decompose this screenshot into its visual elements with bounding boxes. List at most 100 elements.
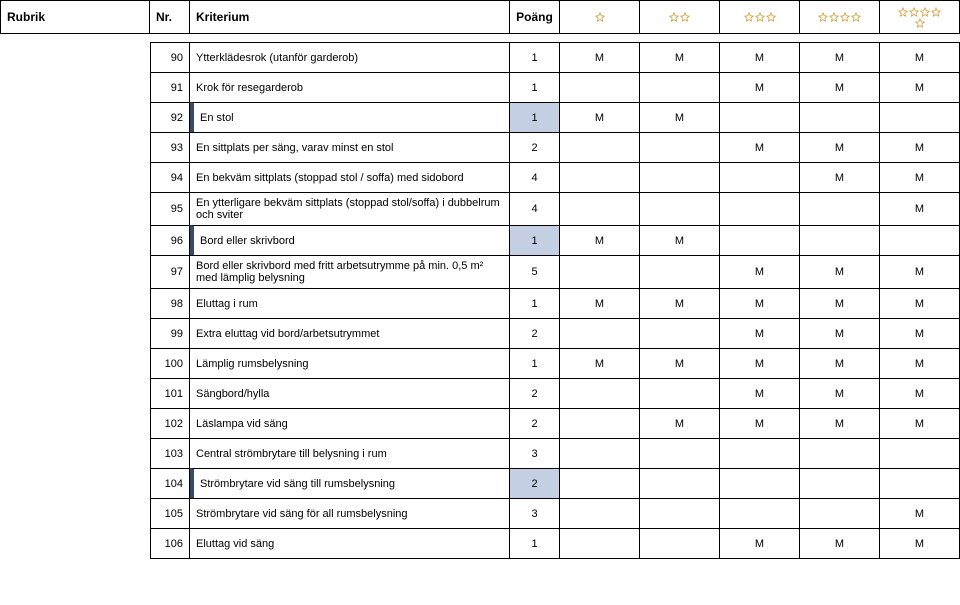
row-cell xyxy=(720,102,800,132)
table-row: 94En bekväm sittplats (stoppad stol / so… xyxy=(150,162,960,192)
row-cell: M xyxy=(560,288,640,318)
row-cell xyxy=(560,378,640,408)
row-cell: M xyxy=(720,42,800,72)
row-kriterium: En bekväm sittplats (stoppad stol / soff… xyxy=(190,162,510,192)
row-cell xyxy=(800,102,880,132)
row-poang: 4 xyxy=(510,162,560,192)
row-cell xyxy=(640,528,720,558)
row-cell: M xyxy=(720,72,800,102)
row-kriterium: Extra eluttag vid bord/arbetsutrymmet xyxy=(190,318,510,348)
row-nr: 95 xyxy=(150,192,190,225)
row-cell: M xyxy=(640,42,720,72)
row-cell xyxy=(800,225,880,255)
header-stars-3 xyxy=(720,1,800,33)
row-poang: 1 xyxy=(510,288,560,318)
row-cell xyxy=(800,438,880,468)
table-row: 96Bord eller skrivbord1MM xyxy=(150,225,960,255)
row-cell xyxy=(640,318,720,348)
row-cell xyxy=(720,162,800,192)
row-nr: 103 xyxy=(150,438,190,468)
row-cell xyxy=(880,225,960,255)
row-kriterium: Sängbord/hylla xyxy=(190,378,510,408)
row-nr: 99 xyxy=(150,318,190,348)
row-cell: M xyxy=(880,528,960,558)
row-cell: M xyxy=(880,408,960,438)
row-cell: M xyxy=(640,225,720,255)
row-cell: M xyxy=(800,72,880,102)
row-cell: M xyxy=(640,288,720,318)
row-kriterium: Läslampa vid säng xyxy=(190,408,510,438)
header-kriterium: Kriterium xyxy=(190,1,510,33)
row-poang: 2 xyxy=(510,408,560,438)
row-kriterium: En stol xyxy=(190,102,510,132)
row-cell: M xyxy=(800,408,880,438)
row-nr: 96 xyxy=(150,225,190,255)
row-cell: M xyxy=(560,225,640,255)
header-stars-5 xyxy=(880,1,960,33)
row-cell: M xyxy=(560,42,640,72)
row-poang: 1 xyxy=(510,72,560,102)
row-cell: M xyxy=(880,378,960,408)
row-cell xyxy=(880,102,960,132)
row-cell: M xyxy=(880,132,960,162)
row-cell: M xyxy=(800,318,880,348)
header-rubrik: Rubrik xyxy=(0,1,150,33)
row-kriterium: Bord eller skrivbord xyxy=(190,225,510,255)
row-cell xyxy=(560,528,640,558)
header-stars-4 xyxy=(800,1,880,33)
row-cell xyxy=(640,72,720,102)
row-poang: 1 xyxy=(510,225,560,255)
row-kriterium: Central strömbrytare till belysning i ru… xyxy=(190,438,510,468)
row-kriterium: En sittplats per säng, varav minst en st… xyxy=(190,132,510,162)
row-kriterium: Krok för resegarderob xyxy=(190,72,510,102)
row-kriterium: Strömbrytare vid säng för all rumsbelysn… xyxy=(190,498,510,528)
row-kriterium: Strömbrytare vid säng till rumsbelysning xyxy=(190,468,510,498)
row-cell: M xyxy=(800,528,880,558)
row-cell xyxy=(560,408,640,438)
row-cell xyxy=(720,438,800,468)
row-cell xyxy=(720,225,800,255)
row-cell xyxy=(640,438,720,468)
header-row: Rubrik Nr. Kriterium Poäng xyxy=(0,0,960,34)
row-poang: 3 xyxy=(510,438,560,468)
table-row: 102Läslampa vid säng2MMMM xyxy=(150,408,960,438)
row-cell xyxy=(800,468,880,498)
row-poang: 1 xyxy=(510,102,560,132)
row-cell xyxy=(640,162,720,192)
row-poang: 5 xyxy=(510,255,560,288)
row-cell: M xyxy=(720,255,800,288)
row-kriterium: En ytterligare bekväm sittplats (stoppad… xyxy=(190,192,510,225)
row-cell xyxy=(640,132,720,162)
row-nr: 90 xyxy=(150,42,190,72)
row-poang: 2 xyxy=(510,132,560,162)
header-nr: Nr. xyxy=(150,1,190,33)
row-cell: M xyxy=(640,348,720,378)
row-kriterium: Lämplig rumsbelysning xyxy=(190,348,510,378)
row-cell: M xyxy=(800,42,880,72)
row-cell xyxy=(560,132,640,162)
row-nr: 91 xyxy=(150,72,190,102)
row-cell xyxy=(560,318,640,348)
table-row: 99Extra eluttag vid bord/arbetsutrymmet2… xyxy=(150,318,960,348)
row-cell: M xyxy=(800,162,880,192)
row-cell: M xyxy=(720,528,800,558)
row-poang: 1 xyxy=(510,42,560,72)
rows-container: 90Ytterklädesrok (utanför garderob)1MMMM… xyxy=(150,42,960,559)
row-cell: M xyxy=(880,318,960,348)
row-cell: M xyxy=(720,408,800,438)
row-poang: 1 xyxy=(510,348,560,378)
table-row: 98Eluttag i rum1MMMMM xyxy=(150,288,960,318)
row-cell: M xyxy=(720,132,800,162)
row-nr: 92 xyxy=(150,102,190,132)
row-cell xyxy=(880,468,960,498)
row-cell: M xyxy=(560,102,640,132)
row-cell: M xyxy=(880,348,960,378)
row-cell: M xyxy=(720,288,800,318)
row-poang: 2 xyxy=(510,378,560,408)
table-row: 100Lämplig rumsbelysning1MMMMM xyxy=(150,348,960,378)
row-nr: 104 xyxy=(150,468,190,498)
row-poang: 4 xyxy=(510,192,560,225)
row-cell: M xyxy=(880,498,960,528)
row-cell xyxy=(640,378,720,408)
row-poang: 2 xyxy=(510,318,560,348)
